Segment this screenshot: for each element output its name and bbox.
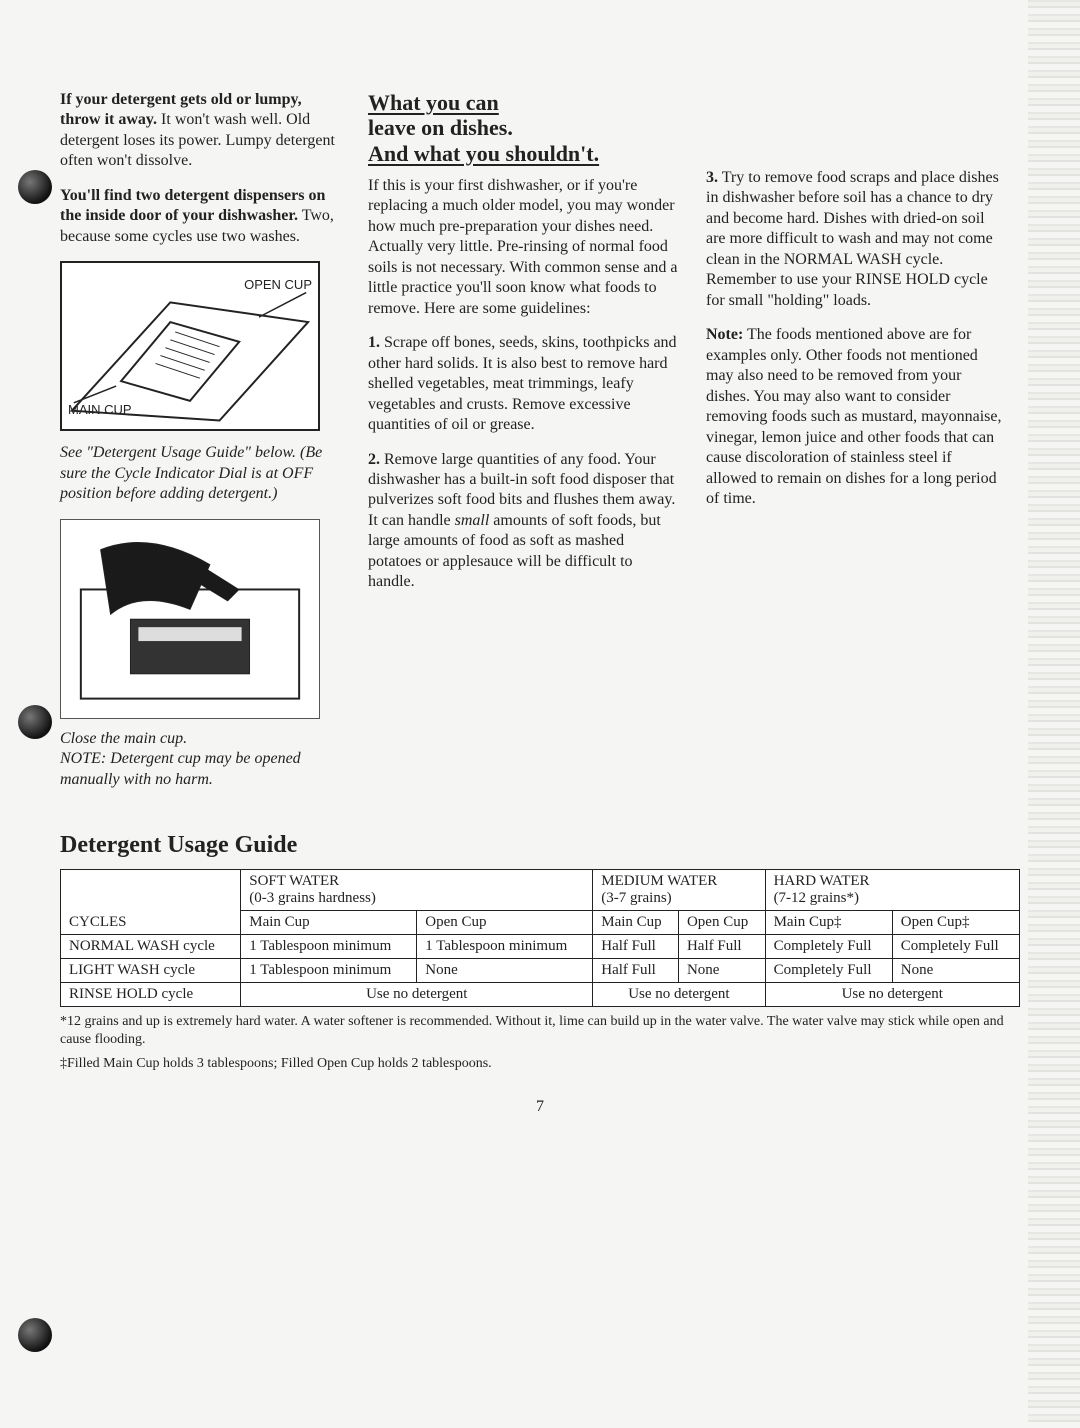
subcol-5: Open Cup‡ [892,911,1019,935]
note-para: Note: The foods mentioned above are for … [706,325,1006,509]
cell: 1 Tablespoon minimum [241,935,417,959]
title-line3: And what you shouldn't. [368,141,599,166]
scan-edge-noise [1028,0,1080,1428]
cell: None [678,959,765,983]
hard-water-sub: (7-12 grains*) [774,890,859,906]
merged-cell: Use no detergent [241,983,593,1007]
close-cup-svg [61,520,319,718]
g1-text: Scrape off bones, seeds, skins, toothpic… [368,334,677,433]
column-left: If your detergent gets old or lumpy, thr… [60,90,340,804]
page-columns: If your detergent gets old or lumpy, thr… [60,90,1020,804]
guideline-1: 1. Scrape off bones, seeds, skins, tooth… [368,333,678,435]
note-lead: Note: [706,326,743,343]
merged-cell: Use no detergent [765,983,1019,1007]
usage-guide-section: Detergent Usage Guide CYCLES SOFT WATER … [60,832,1020,1074]
cycle-name: LIGHT WASH cycle [61,959,241,983]
title-line1: What you can [368,90,499,115]
subcol-4: Main Cup‡ [765,911,892,935]
subcol-3: Open Cup [678,911,765,935]
binder-hole-icon [18,170,52,204]
medium-water-label: MEDIUM WATER [601,873,717,889]
note-text: The foods mentioned above are for exampl… [706,326,1002,507]
cell: None [417,959,593,983]
cell: None [892,959,1019,983]
diagram1-caption: See "Detergent Usage Guide" below. (Be s… [60,443,340,504]
dispenser-diagram: OPEN CUP MAIN CUP [60,261,320,431]
cell: Half Full [593,959,679,983]
g3-text: Try to remove food scraps and place dish… [706,169,999,309]
cell: Completely Full [892,935,1019,959]
footnote-1: *12 grains and up is extremely hard wate… [60,1013,1020,1049]
detergent-old-para: If your detergent gets old or lumpy, thr… [60,90,340,172]
diagram-label-open-cup: OPEN CUP [244,277,312,292]
diagram-label-main-cup: MAIN CUP [68,402,132,417]
two-dispensers-para: You'll find two detergent dispensers on … [60,186,340,247]
medium-water-sub: (3-7 grains) [601,890,671,906]
column-middle: What you can leave on dishes. And what y… [368,90,678,804]
guideline-3: 3. Try to remove food scraps and place d… [706,168,1006,311]
close-cup-caption-line2: NOTE: Detergent cup may be opened manual… [60,750,301,787]
medium-water-header: MEDIUM WATER (3-7 grains) [593,870,765,911]
g2-lead: 2. [368,451,380,468]
subcol-0: Main Cup [241,911,417,935]
soft-water-label: SOFT WATER [249,873,339,889]
close-cup-caption-line1: Close the main cup. [60,730,187,747]
soft-water-sub: (0-3 grains hardness) [249,890,376,906]
g3-lead: 3. [706,169,718,186]
binder-hole-icon [18,1318,52,1352]
page-number: 7 [60,1098,1020,1116]
usage-guide-title: Detergent Usage Guide [60,832,1020,859]
column-right: 3. Try to remove food scraps and place d… [706,90,1006,804]
footnotes: *12 grains and up is extremely hard wate… [60,1013,1020,1074]
close-cup-diagram [60,519,320,719]
cycle-name: RINSE HOLD cycle [61,983,241,1007]
cycles-header: CYCLES [61,870,241,935]
cycle-name: NORMAL WASH cycle [61,935,241,959]
subcol-2: Main Cup [593,911,679,935]
table-row: LIGHT WASH cycle 1 Tablespoon minimum No… [61,959,1020,983]
close-cup-caption: Close the main cup. NOTE: Detergent cup … [60,729,340,790]
merged-cell: Use no detergent [593,983,765,1007]
intro-para: If this is your first dishwasher, or if … [368,176,678,319]
g2-ital: small [455,512,490,529]
cell: 1 Tablespoon minimum [417,935,593,959]
binder-hole-icon [18,705,52,739]
guideline-2: 2. Remove large quantities of any food. … [368,450,678,593]
soft-water-header: SOFT WATER (0-3 grains hardness) [241,870,593,911]
hard-water-header: HARD WATER (7-12 grains*) [765,870,1019,911]
g1-lead: 1. [368,334,380,351]
footnote-2: ‡Filled Main Cup holds 3 tablespoons; Fi… [60,1055,1020,1073]
title-line2: leave on dishes. [368,115,513,140]
section-title: What you can leave on dishes. And what y… [368,90,678,166]
subcol-1: Open Cup [417,911,593,935]
cell: Completely Full [765,935,892,959]
usage-guide-table: CYCLES SOFT WATER (0-3 grains hardness) … [60,869,1020,1007]
table-header-row-1: CYCLES SOFT WATER (0-3 grains hardness) … [61,870,1020,911]
cell: Completely Full [765,959,892,983]
cell: Half Full [678,935,765,959]
table-row: NORMAL WASH cycle 1 Tablespoon minimum 1… [61,935,1020,959]
cell: Half Full [593,935,679,959]
hard-water-label: HARD WATER [774,873,870,889]
table-row: RINSE HOLD cycle Use no detergent Use no… [61,983,1020,1007]
cell: 1 Tablespoon minimum [241,959,417,983]
two-dispensers-bold: You'll find two detergent dispensers on … [60,187,325,224]
